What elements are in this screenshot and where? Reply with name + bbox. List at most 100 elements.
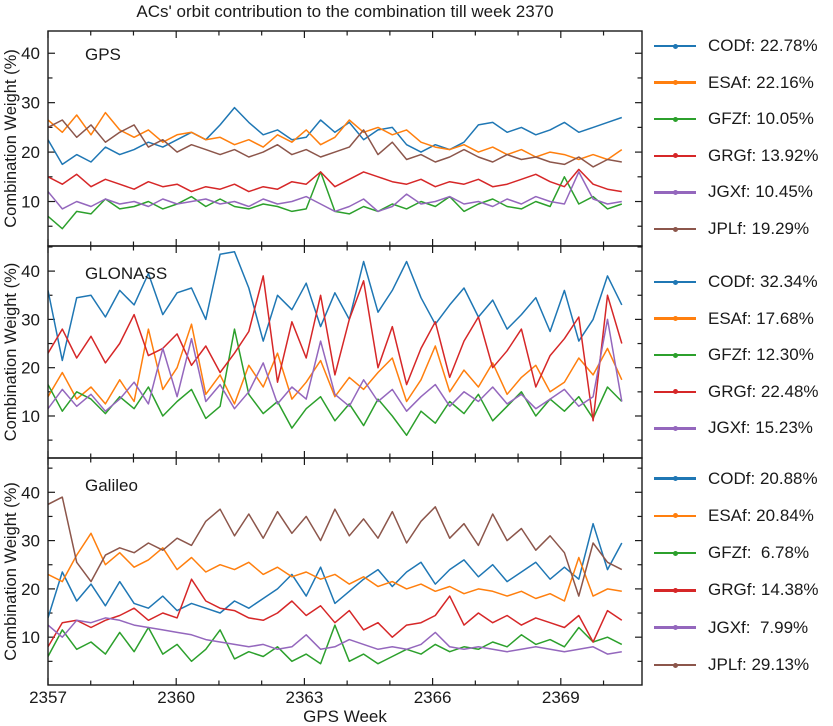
legend-label: JGXf: 15.23% — [708, 418, 813, 438]
legend-item-esaf-gps: ESAf: 22.16% — [654, 72, 814, 94]
series-line-grgf-galileo — [48, 578, 623, 648]
legend-label: JPLf: 19.29% — [708, 219, 810, 238]
legend-line-swatch — [654, 316, 696, 322]
legend-marker-dot — [672, 352, 678, 358]
legend-item-jplf-galileo: JPLf: 29.13% — [654, 654, 809, 676]
series-line-grgf-gps — [48, 168, 622, 193]
legend-label: CODf: 22.78% — [708, 36, 818, 55]
legend-marker-dot — [672, 389, 678, 395]
x-tick-label: 2360 — [157, 688, 195, 707]
legend-item-jplf-gps: JPLf: 19.29% — [654, 218, 809, 240]
series-line-esaf-glonass — [48, 323, 623, 405]
series-line-esaf-galileo — [48, 532, 622, 602]
x-tick-label: 2369 — [542, 688, 580, 707]
series-line-esaf-gps — [48, 111, 623, 161]
series-line-jgxf-glonass — [48, 318, 623, 412]
legend-item-gfzf-galileo: GFZf: 6.78% — [654, 542, 809, 564]
legend-item-grgf-gps: GRGf: 13.92% — [654, 145, 819, 167]
legend-item-codf-gps: CODf: 22.78% — [654, 35, 818, 57]
legend-item-jgxf-glonass: JGXf: 15.23% — [654, 417, 813, 439]
legend-marker-dot — [672, 550, 678, 556]
legend-label: CODf: 32.34% — [708, 272, 818, 291]
series-line-jgxf-gps — [48, 171, 622, 213]
panel-label-glonass: GLONASS — [85, 264, 167, 283]
legend-line-swatch — [654, 189, 696, 195]
legend-line-swatch — [654, 43, 696, 49]
y-tick-label: 40 — [21, 44, 40, 63]
legend-line-swatch — [654, 389, 696, 395]
legend-marker-dot — [672, 425, 678, 431]
series-line-codf-gps — [48, 106, 623, 166]
legend-marker-dot — [672, 116, 678, 122]
y-tick-label: 20 — [21, 359, 40, 378]
legend-line-swatch — [654, 625, 696, 631]
legend-item-grgf-glonass: GRGf: 22.48% — [654, 381, 819, 403]
y-axis-label: Combination Weight (%) — [2, 263, 20, 442]
legend-marker-dot — [672, 43, 678, 49]
legend-item-codf-glonass: CODf: 32.34% — [654, 271, 818, 293]
y-axis-label: Combination Weight (%) — [2, 49, 20, 228]
chart-title: ACs' orbit contribution to the combinati… — [136, 2, 554, 21]
legend-line-swatch — [654, 226, 696, 232]
y-axis-label: Combination Weight (%) — [2, 482, 20, 661]
legend-line-swatch — [654, 662, 696, 668]
legend-label: GRGf: 22.48% — [708, 381, 819, 401]
series-line-jplf-galileo — [48, 496, 623, 597]
legend-marker-dot — [672, 513, 678, 519]
series-line-grgf-glonass — [48, 275, 623, 422]
legend-label: GRGf: 14.38% — [708, 580, 819, 600]
legend-label: ESAf: 22.16% — [708, 72, 814, 92]
legend-item-esaf-glonass: ESAf: 17.68% — [654, 308, 814, 330]
legend-marker-dot — [672, 153, 678, 159]
y-tick-label: 10 — [21, 193, 40, 212]
legend-label: ESAf: 17.68% — [708, 308, 814, 328]
legend-marker-dot — [672, 189, 678, 195]
legend-line-swatch — [654, 550, 696, 556]
legend-item-esaf-galileo: ESAf: 20.84% — [654, 505, 814, 527]
legend-label: GFZf: 12.30% — [708, 345, 814, 365]
legend-label: GRGf: 13.92% — [708, 145, 819, 165]
legend-label: JGXf: 10.45% — [708, 182, 813, 202]
x-tick-label: 2366 — [414, 688, 452, 707]
y-tick-label: 30 — [21, 94, 40, 113]
y-tick-label: 30 — [21, 310, 40, 329]
legend-marker-dot — [672, 476, 678, 481]
panel-border-galileo — [47, 457, 643, 686]
y-tick-label: 20 — [21, 580, 40, 599]
y-tick-label: 40 — [21, 262, 40, 281]
legend-line-swatch — [654, 587, 696, 593]
legend-line-swatch — [654, 476, 696, 481]
legend-label: CODf: 20.88% — [708, 468, 818, 488]
series-line-codf-galileo — [48, 522, 623, 619]
legend-label: GFZf: 10.05% — [708, 109, 814, 129]
panel-label-galileo: Galileo — [85, 476, 138, 495]
legend-line-swatch — [654, 153, 696, 159]
legend-item-codf-galileo: CODf: 20.88% — [654, 468, 818, 490]
legend-marker-dot — [672, 316, 678, 322]
legend-label: JPLf: 29.13% — [708, 655, 810, 674]
legend-marker-dot — [672, 587, 678, 593]
legend-marker-dot — [672, 226, 678, 232]
series-line-codf-glonass — [48, 251, 623, 362]
legend-item-grgf-galileo: GRGf: 14.38% — [654, 579, 819, 601]
series-line-gfzf-galileo — [48, 624, 623, 665]
y-tick-label: 20 — [21, 143, 40, 162]
y-tick-label: 40 — [21, 483, 40, 502]
series-line-gfzf-gps — [48, 171, 623, 230]
y-tick-label: 30 — [21, 532, 40, 551]
series-line-jplf-gps — [48, 119, 622, 168]
legend-label: JGXf: 7.99% — [708, 617, 809, 637]
y-tick-label: 10 — [21, 628, 40, 647]
legend-marker-dot — [672, 662, 678, 668]
series-line-jgxf-galileo — [48, 617, 622, 655]
legend-marker-dot — [672, 625, 678, 631]
legend-item-jgxf-gps: JGXf: 10.45% — [654, 181, 813, 203]
legend-line-swatch — [654, 352, 696, 358]
legend-line-swatch — [654, 116, 696, 122]
x-tick-label: 2363 — [285, 688, 323, 707]
legend-marker-dot — [672, 279, 678, 285]
legend-line-swatch — [654, 279, 696, 285]
legend-line-swatch — [654, 513, 696, 519]
